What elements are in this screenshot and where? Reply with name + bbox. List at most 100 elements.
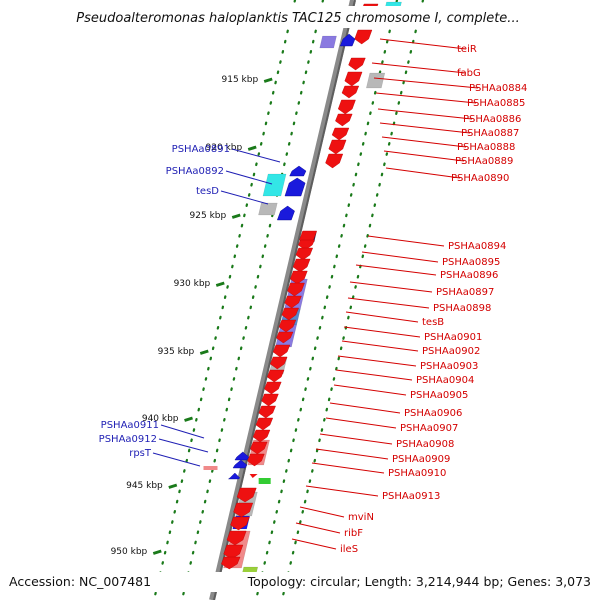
label-leader xyxy=(337,355,417,367)
label-leader xyxy=(379,38,467,50)
reverse-gene-arrow xyxy=(276,331,294,344)
label-leader xyxy=(160,424,205,439)
reverse-gene-arrow xyxy=(233,502,254,518)
reverse-gene-arrow xyxy=(272,344,291,358)
reverse-gene-arrow xyxy=(270,356,288,370)
kbp-tick-mark xyxy=(168,483,178,489)
reverse-gene-arrow xyxy=(258,405,276,419)
label-leader xyxy=(329,402,401,414)
reverse-gene-label: ribF xyxy=(344,528,363,539)
reverse-gene-arrow xyxy=(223,544,244,560)
forward-gene-label: rpsT xyxy=(129,448,152,459)
cog-bar xyxy=(366,72,386,89)
label-leader xyxy=(319,433,393,445)
reverse-gene-label: PSHAa0888 xyxy=(457,142,515,153)
label-leader xyxy=(375,92,477,104)
forward-gene-label: PSHAa0892 xyxy=(166,166,224,177)
reverse-gene-arrow xyxy=(230,516,250,531)
reverse-gene-arrow xyxy=(354,29,373,45)
reverse-gene-label: PSHAa0885 xyxy=(467,98,525,109)
reverse-gene-arrow xyxy=(297,239,315,251)
reverse-gene-arrow xyxy=(292,258,311,273)
kbp-tick-mark xyxy=(215,281,225,287)
forward-gene-label: tesD xyxy=(196,186,219,197)
forward-gene-arrow xyxy=(339,33,356,47)
cog-bar xyxy=(258,478,271,484)
kbp-tick-label: 950 kbp xyxy=(111,547,148,557)
reverse-gene-label: PSHAa0897 xyxy=(436,287,494,298)
label-leader xyxy=(381,136,467,148)
reverse-gene-arrow xyxy=(221,556,241,570)
label-leader xyxy=(355,264,437,276)
chromosome-backbone xyxy=(209,0,356,600)
forward-gene-arrow xyxy=(277,205,295,221)
reverse-gene-arrow xyxy=(328,139,347,155)
reverse-gene-label: PSHAa0901 xyxy=(424,332,482,343)
reverse-gene-arrow xyxy=(337,99,356,115)
reverse-gene-label: mviN xyxy=(348,512,374,523)
reverse-gene-label: PSHAa0902 xyxy=(422,346,480,357)
dotted-guide xyxy=(280,0,425,600)
reverse-gene-arrow xyxy=(226,530,247,546)
label-leader xyxy=(379,122,471,134)
map-title: Pseudoalteromonas haloplanktis TAC125 ch… xyxy=(76,11,519,26)
reverse-gene-label: PSHAa0890 xyxy=(451,173,509,184)
reverse-gene-arrow xyxy=(266,369,285,383)
reverse-gene-label: PSHAa0884 xyxy=(469,83,527,94)
forward-gene-arrow xyxy=(289,165,307,177)
reverse-gene-arrow xyxy=(287,282,305,297)
kbp-tick-mark xyxy=(231,213,241,219)
reverse-gene-arrow xyxy=(325,153,344,169)
label-leader xyxy=(383,150,465,162)
reverse-gene-label: PSHAa0887 xyxy=(461,128,519,139)
reverse-gene-arrow xyxy=(331,127,350,141)
label-leader xyxy=(225,170,273,185)
kbp-tick-label: 930 kbp xyxy=(174,279,211,289)
kbp-tick-label: 940 kbp xyxy=(142,414,179,424)
reverse-gene-label: PSHAa0904 xyxy=(416,375,474,386)
reverse-gene-arrow xyxy=(290,270,308,285)
reverse-gene-arrow xyxy=(341,85,360,99)
dotted-guide xyxy=(254,0,399,600)
forward-gene-label: PSHAa0911 xyxy=(101,420,159,431)
label-leader xyxy=(231,148,281,163)
kbp-tick-label: 915 kbp xyxy=(222,75,259,85)
label-leaders xyxy=(152,38,479,550)
reverse-gene-label: PSHAa0905 xyxy=(410,390,468,401)
reverse-gene-label: PSHAa0896 xyxy=(440,270,498,281)
cog-bar xyxy=(262,173,287,197)
kbp-tick-label: 920 kbp xyxy=(206,143,243,153)
reverse-gene-label: fabG xyxy=(457,68,481,79)
label-leader xyxy=(305,485,379,497)
forward-gene-label: PSHAa0891 xyxy=(172,144,230,155)
reverse-gene-arrow xyxy=(344,71,363,87)
forward-gene-label: PSHAa0912 xyxy=(99,434,157,445)
kbp-tick-label: 935 kbp xyxy=(158,347,195,357)
reverse-gene-arrow xyxy=(252,429,271,443)
label-leader xyxy=(345,311,419,323)
label-leader xyxy=(385,167,461,179)
cog-bar xyxy=(258,202,278,216)
label-leader xyxy=(311,462,385,474)
reverse-gene-label: PSHAa0909 xyxy=(392,454,450,465)
kbp-ticks: 915 kbp 920 kbp 925 kbp 930 kbp 935 kbp 940 k… xyxy=(111,75,273,557)
kbp-tick-mark xyxy=(263,77,273,83)
label-leader xyxy=(152,452,201,467)
kbp-tick-mark xyxy=(199,349,209,355)
reverse-gene-arrow xyxy=(255,417,274,431)
reverse-gene-arrow xyxy=(261,393,279,407)
label-leader xyxy=(325,417,397,429)
reverse-gene-label: ileS xyxy=(340,544,358,555)
label-leader xyxy=(299,506,345,518)
reverse-gene-arrow xyxy=(247,453,265,467)
footer-bg xyxy=(0,572,600,592)
label-leader xyxy=(349,281,433,293)
dotted-guide xyxy=(180,0,325,600)
label-leader xyxy=(315,448,389,460)
reverse-gene-arrow xyxy=(295,247,314,261)
reverse-gene-arrow xyxy=(264,381,282,395)
kbp-tick-label: 925 kbp xyxy=(190,211,227,221)
reverse-gene-label: PSHAa0895 xyxy=(442,257,500,268)
cog-bar xyxy=(203,466,218,470)
